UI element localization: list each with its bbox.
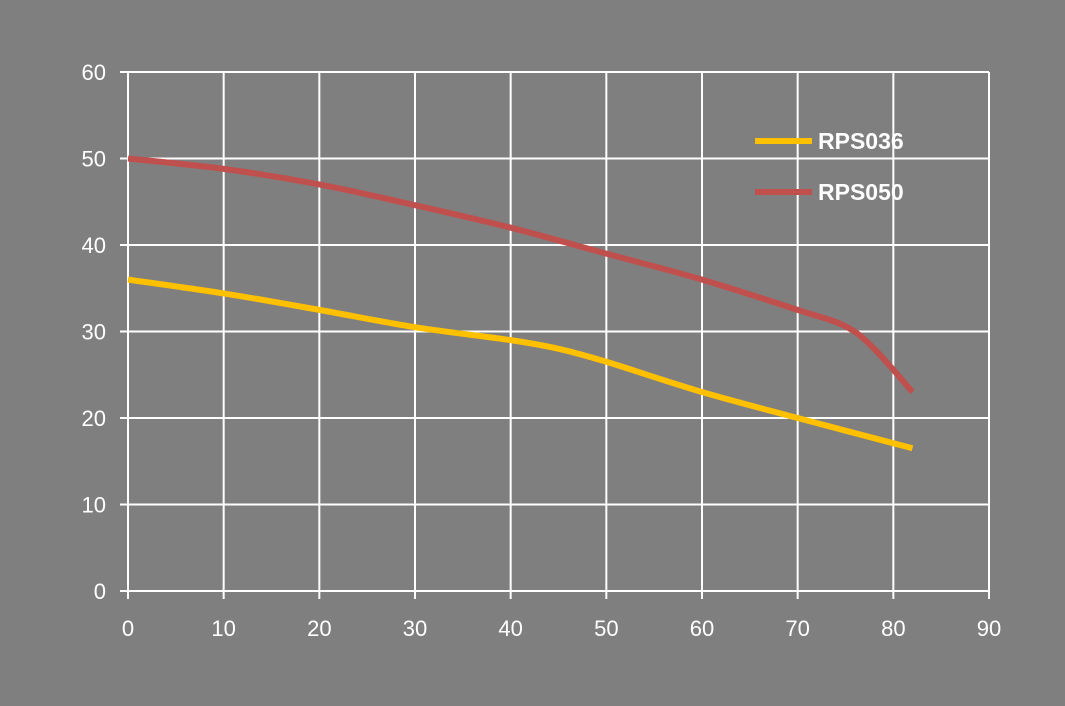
y-tick-label: 0 xyxy=(94,579,106,604)
legend-label-rps036: RPS036 xyxy=(818,128,904,154)
y-tick-label: 30 xyxy=(82,320,106,345)
x-tick-label: 40 xyxy=(498,616,522,641)
x-tick-label: 60 xyxy=(690,616,714,641)
x-tick-label: 90 xyxy=(977,616,1001,641)
y-tick-label: 50 xyxy=(82,147,106,172)
x-tick-label: 10 xyxy=(211,616,235,641)
x-tick-label: 0 xyxy=(122,616,134,641)
series-line-rps050 xyxy=(127,155,915,395)
x-tick-label: 50 xyxy=(594,616,618,641)
y-tick-label: 10 xyxy=(82,493,106,518)
x-tick-label: 30 xyxy=(403,616,427,641)
y-tick-label: 40 xyxy=(82,233,106,258)
grid xyxy=(127,71,990,592)
y-tick-label: 20 xyxy=(82,406,106,431)
legend-label-rps050: RPS050 xyxy=(818,179,904,205)
x-tick-label: 80 xyxy=(881,616,905,641)
series xyxy=(127,155,915,452)
x-tick-label: 70 xyxy=(785,616,809,641)
x-tick-label: 20 xyxy=(307,616,331,641)
axes: 0 10 20 30 40 50 60 0 10 20 30 40 50 60 70 80 90 xyxy=(82,60,1002,641)
legend: RPS036 RPS050 xyxy=(755,128,904,205)
series-line-rps036 xyxy=(127,276,914,452)
y-tick-label: 60 xyxy=(82,60,106,85)
